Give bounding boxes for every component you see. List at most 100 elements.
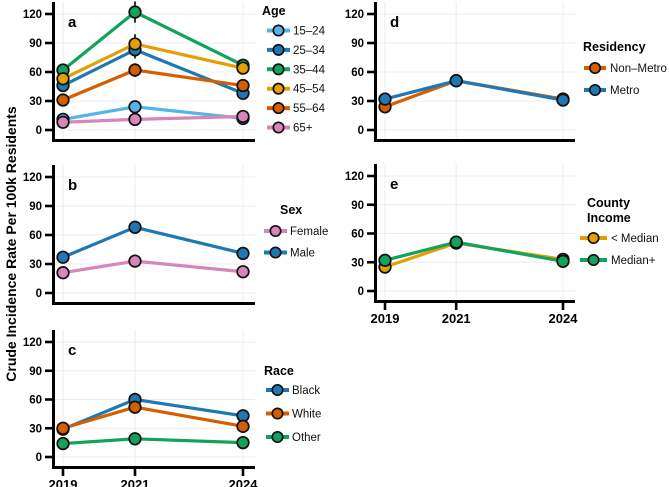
legend-title: Race [264,364,294,378]
x-tick-label: 2021 [442,311,471,326]
legend-item-label: Median+ [611,255,656,267]
axis-frame [52,330,255,469]
data-point-metro [449,74,463,88]
data-point-male [236,246,250,261]
legend-marker-icon [588,61,602,75]
data-point-female [56,266,70,280]
legend-title: Residency [583,40,646,54]
data-point-15-24 [128,100,142,114]
y-tick-label: 0 [36,125,42,137]
legend-age: Age 15–24 25–34 35–44 45–54 55–64 65+ [262,4,326,135]
data-point-other [236,435,250,450]
series-line-55-64 [61,68,245,102]
legend-item-label: < Median [611,233,659,245]
legend-item-label: 45–54 [293,84,326,96]
y-tick-label: 120 [345,9,364,21]
series-line-black [61,397,245,431]
legend-title: County [587,196,630,210]
panel-label-c: c [68,342,76,359]
y-tick-label: 60 [29,395,42,407]
panel-e: 0 30 60 90 120 2019 2021 2024 e [345,164,578,326]
legend-marker-icon [272,63,285,76]
data-point-55-64 [56,93,70,107]
x-tick-label: 2024 [549,311,579,326]
data-point-female [128,254,142,268]
legend-item-label: Male [290,248,315,260]
legend-item-label: Female [290,226,328,238]
legend-item-label: Other [292,432,321,444]
data-point-female [236,265,250,279]
y-tick-label: 0 [358,286,364,298]
y-tick-label: 30 [29,259,42,271]
axis-frame [52,165,255,305]
data-point-metro [556,93,570,107]
legend-residency: Residency Non–Metro Metro [583,40,667,97]
data-point-metro [378,92,392,106]
legend-marker-icon [271,430,284,444]
data-point-white [56,421,70,435]
y-tick-label: 60 [351,229,364,241]
legend-marker-icon [269,246,282,259]
data-point-65+ [128,112,142,127]
x-tick-label: 2024 [229,477,259,487]
legend-item-label: 15–24 [293,26,326,38]
y-tick-label: 120 [23,9,42,21]
data-point-median+ [378,253,392,267]
y-tick-label: 0 [36,452,42,464]
legend-title: Income [587,211,631,225]
data-point-45-54 [236,61,250,75]
y-tick-label: 30 [29,423,42,435]
legend-item-label: 25–34 [293,45,326,57]
legend-item-label: 35–44 [293,64,326,76]
data-point-median+ [556,254,570,268]
legend-marker-icon [272,102,285,115]
legend-marker-icon [271,383,284,397]
series-line-65+ [61,114,245,124]
series-line-female [61,259,245,275]
x-tick-label: 2021 [121,477,150,487]
panel-b: 0 30 60 90 120 b [23,165,255,305]
y-tick-label: 90 [351,200,364,212]
y-tick-label: 120 [23,172,42,184]
y-tick-label: 90 [29,38,42,50]
panel-d: 0 30 60 90 120 d [345,2,575,142]
legend-marker-icon [272,24,285,37]
axis-frame [52,2,255,142]
x-tick-label: 2019 [371,311,400,326]
legend-sex: Sex Female Male [264,203,328,260]
legend-marker-icon [269,224,282,238]
data-point-65+ [56,115,70,129]
y-tick-label: 90 [29,366,42,378]
data-point-male [128,220,142,234]
axis-frame [374,164,575,303]
data-point-35-44 [128,5,142,19]
legend-marker-icon [272,121,285,134]
legend-item-label: 65+ [293,123,313,135]
panel-c: 0 30 60 90 120 2019 2021 2024 c [23,330,258,487]
y-tick-label: 90 [351,38,364,50]
y-tick-label: 120 [345,171,364,183]
data-point-white [236,419,250,433]
y-tick-label: 30 [29,96,42,108]
y-tick-label: 120 [23,337,42,349]
data-point-other [56,436,70,451]
legend-item-label: White [292,409,321,421]
panel-label-e: e [390,176,398,193]
y-tick-label: 0 [36,288,42,300]
y-tick-label: 60 [29,67,42,79]
panel-label-a: a [68,14,77,31]
axis-frame [374,2,575,142]
data-point-55-64 [128,63,142,77]
legend-title: Age [262,4,286,18]
legend-marker-icon [587,253,600,267]
y-tick-label: 30 [351,257,364,269]
data-point-other [128,432,142,446]
panel-label-d: d [390,14,399,31]
series-line-other [61,437,245,446]
legend-item-label: Non–Metro [610,63,667,75]
data-point-65+ [236,109,250,124]
legend-marker-icon [272,82,285,95]
